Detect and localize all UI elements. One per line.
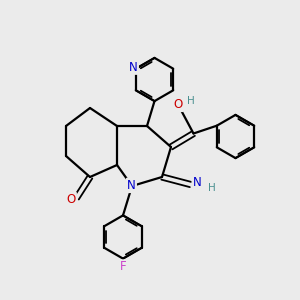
Text: N: N	[129, 61, 138, 74]
Text: H: H	[187, 95, 195, 106]
Text: H: H	[208, 183, 215, 193]
Text: F: F	[120, 260, 127, 274]
Text: O: O	[173, 98, 182, 111]
Text: O: O	[67, 193, 76, 206]
Text: N: N	[127, 179, 136, 192]
Text: N: N	[193, 176, 202, 189]
